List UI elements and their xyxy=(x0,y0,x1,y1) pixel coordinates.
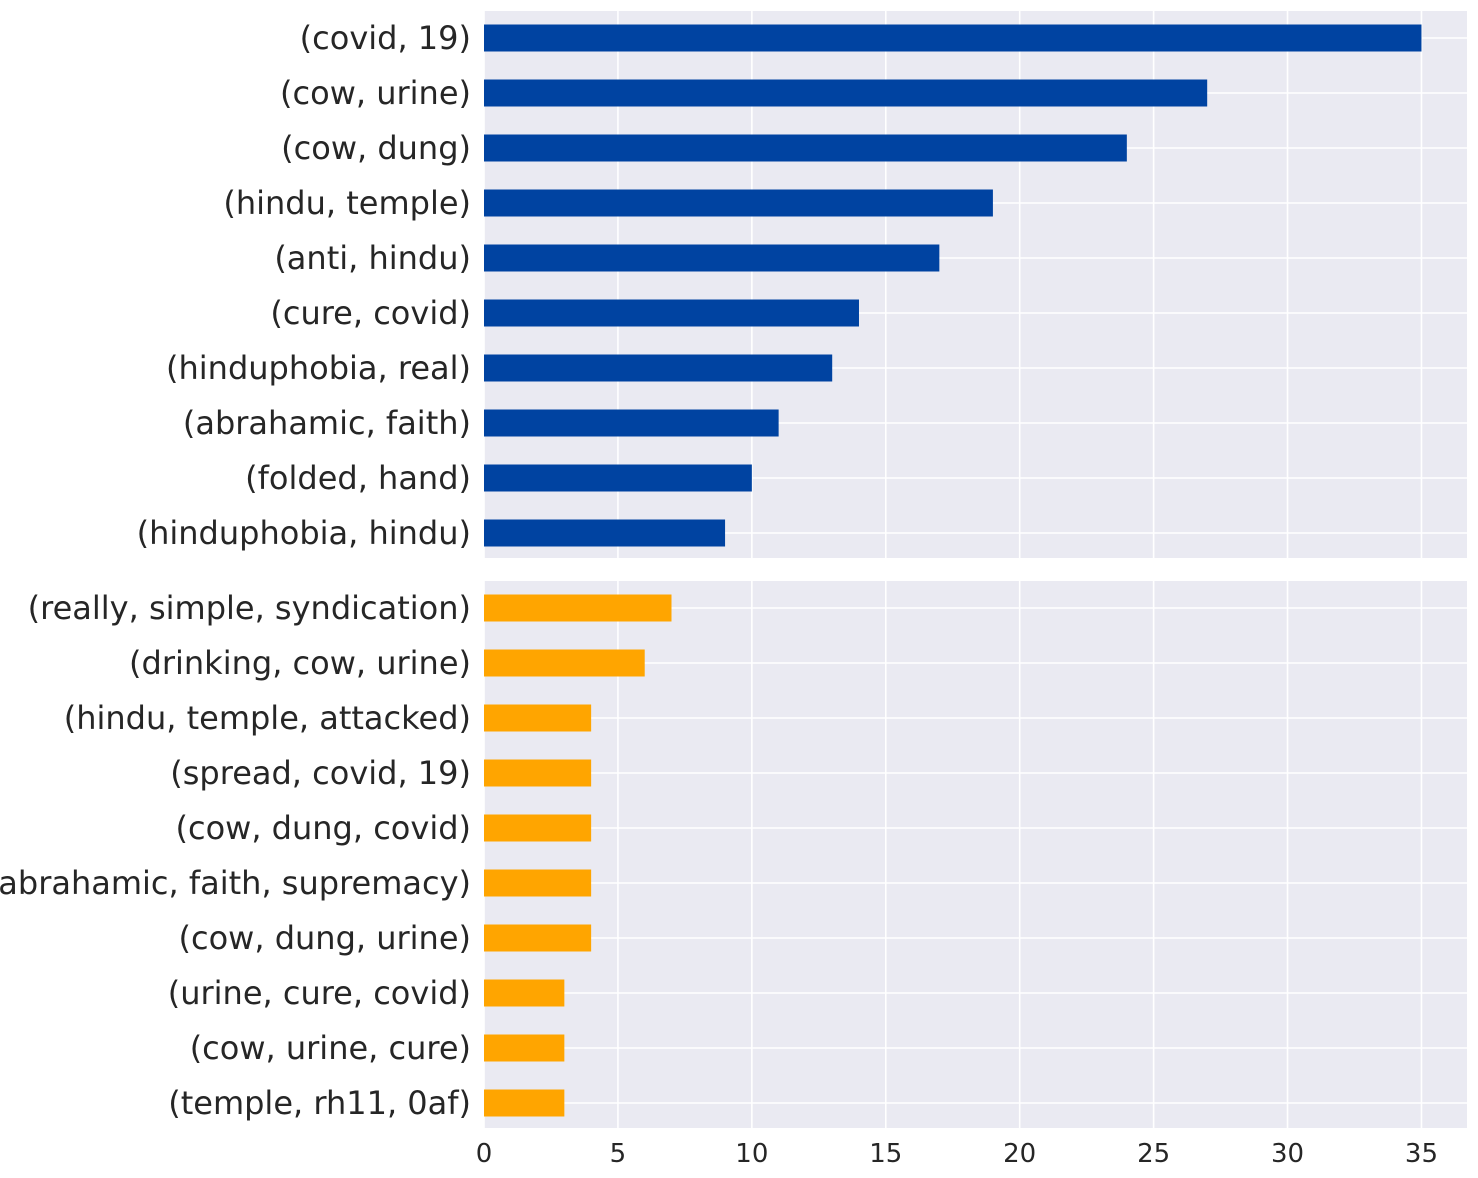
bar xyxy=(484,409,779,437)
bar xyxy=(484,979,565,1007)
bar xyxy=(484,244,940,272)
category-label: (hindu, temple) xyxy=(223,184,471,222)
x-tick-label: 0 xyxy=(476,1139,493,1169)
category-label: (cow, urine) xyxy=(280,74,471,112)
bar xyxy=(484,79,1208,107)
bar xyxy=(484,189,993,217)
panel-2: (really, simple, syndication) (drinking, … xyxy=(0,581,1467,1169)
bar xyxy=(484,1089,565,1117)
category-label: (spread, covid, 19) xyxy=(170,754,471,792)
bar xyxy=(484,594,672,622)
plot-area xyxy=(484,581,1467,1128)
bar xyxy=(484,869,592,897)
bar xyxy=(484,924,592,952)
x-tick-label: 20 xyxy=(1003,1139,1036,1169)
category-label: (temple, rh11, 0af) xyxy=(168,1084,471,1122)
bar xyxy=(484,649,645,677)
category-label: (hindu, temple, attacked) xyxy=(64,699,471,737)
bar xyxy=(484,299,859,327)
category-label: (cow, urine, cure) xyxy=(190,1029,471,1067)
bar xyxy=(484,134,1127,162)
category-label: (hinduphobia, real) xyxy=(166,349,471,387)
bar xyxy=(484,464,752,492)
x-tick-label: 35 xyxy=(1405,1139,1438,1169)
x-tick-label: 15 xyxy=(869,1139,902,1169)
bar xyxy=(484,814,592,842)
category-label: (urine, cure, covid) xyxy=(168,974,471,1012)
bar xyxy=(484,24,1422,52)
category-label: (cow, dung) xyxy=(281,129,471,167)
category-label: (drinking, cow, urine) xyxy=(129,644,471,682)
category-label: (really, simple, syndication) xyxy=(28,589,471,627)
category-label: (abrahamic, faith) xyxy=(183,404,471,442)
category-label: (abrahamic, faith, supremacy) xyxy=(0,864,471,902)
x-tick-label: 5 xyxy=(610,1139,627,1169)
category-label: (cow, dung, covid) xyxy=(176,809,472,847)
x-tick-label: 25 xyxy=(1137,1139,1170,1169)
category-label: (cure, covid) xyxy=(270,294,471,332)
bar xyxy=(484,519,726,547)
bar xyxy=(484,759,592,787)
x-tick-label: 10 xyxy=(735,1139,768,1169)
category-label: (folded, hand) xyxy=(245,459,471,497)
category-label: (cow, dung, urine) xyxy=(179,919,471,957)
bar xyxy=(484,354,833,382)
x-tick-label: 30 xyxy=(1271,1139,1304,1169)
category-label: (hinduphobia, hindu) xyxy=(137,514,471,552)
category-label: (covid, 19) xyxy=(300,19,471,57)
panel-1: (covid, 19) (cow, urine) (cow, dung) (hindu… xyxy=(137,11,1467,558)
bar xyxy=(484,1034,565,1062)
category-label: (anti, hindu) xyxy=(274,239,471,277)
bar xyxy=(484,704,592,732)
